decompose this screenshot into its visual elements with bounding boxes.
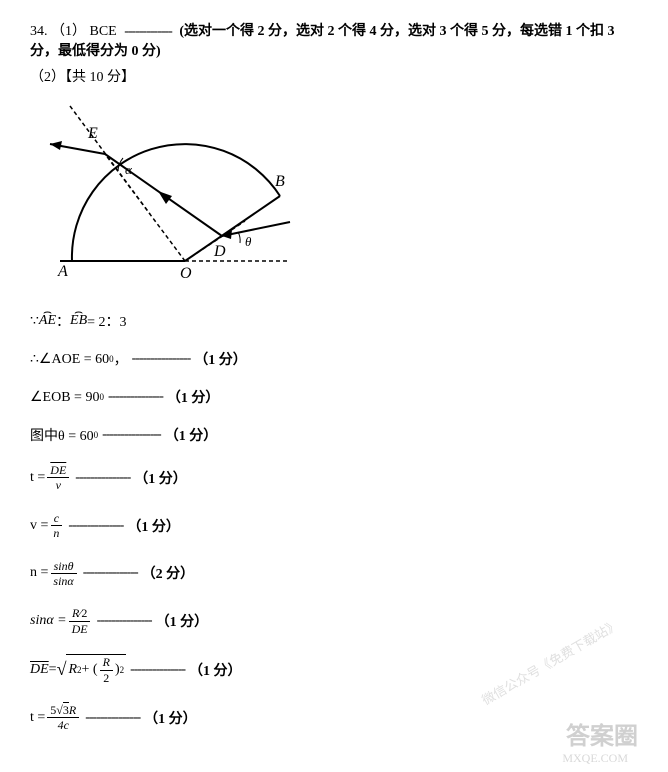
svg-text:B: B — [275, 173, 285, 190]
formula-line-4: t = DEv--------------- （1 分） — [30, 463, 638, 493]
svg-text:α: α — [125, 162, 133, 177]
formula-line-3: 图中θ = 600---------------- （1 分） — [30, 425, 638, 445]
question-header: 34. （1） BCE ------------- (选对一个得 2 分，选对 … — [30, 20, 638, 60]
formula-lines: ∵ AE：EB = 2：3 ∴ ∠AOE = 600， -------------… — [30, 311, 638, 733]
dashes: ------------- — [124, 24, 172, 39]
formula-line-7: sinα = R⁄2DE--------------- （1 分） — [30, 606, 638, 636]
svg-text:D: D — [213, 243, 226, 260]
formula-line-9: t = 5√3R4c--------------- （1 分） — [30, 703, 638, 733]
part1-label: （1） — [51, 24, 86, 39]
svg-text:O: O — [180, 265, 192, 282]
formula-line-1: ∴ ∠AOE = 600， ---------------- （1 分） — [30, 349, 638, 369]
diagram-svg: A B D E O α θ — [30, 96, 300, 286]
scoring-rule: (选对一个得 2 分，选对 2 个得 4 分，选对 3 个得 5 分，每选错 1… — [30, 24, 615, 59]
formula-line-5: v = cn--------------- （1 分） — [30, 511, 638, 541]
formula-line-0: ∵ AE：EB = 2：3 — [30, 311, 638, 331]
formula-line-2: ∠EOB = 900--------------- （1 分） — [30, 387, 638, 407]
svg-text:A: A — [57, 263, 68, 280]
question-number: 34. — [30, 24, 48, 39]
formula-line-8: DE = √R2 + (R2)2--------------- （1 分） — [30, 654, 638, 685]
part1-answer: BCE — [90, 24, 117, 39]
geometry-diagram: A B D E O α θ — [30, 96, 638, 291]
svg-text:θ: θ — [245, 234, 252, 249]
formula-line-6: n = sinθsinα--------------- （2 分） — [30, 559, 638, 589]
svg-text:E: E — [87, 125, 98, 142]
part2-label: （2）【共 10 分】 — [30, 66, 638, 86]
watermark-url: MXQE.COM — [562, 751, 628, 766]
